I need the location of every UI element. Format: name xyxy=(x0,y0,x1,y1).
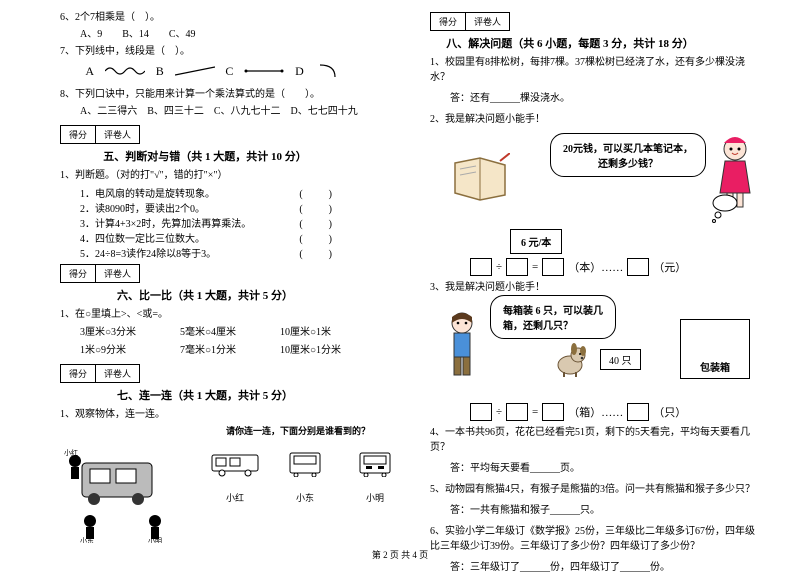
line-options: A B C D xyxy=(80,63,360,79)
segment-c-icon xyxy=(244,65,284,77)
blank-box xyxy=(542,258,564,276)
price-label: 6 元/本 xyxy=(510,229,562,254)
blank-box xyxy=(542,403,564,421)
score-box-8: 得分 评卷人 xyxy=(430,12,510,31)
van-views: 小红 小东 小明 xyxy=(210,443,400,504)
worksheet-page: 6、2个7相乘是（ ）。 A、9 B、14 C、49 7、下列线中，线段是（ ）… xyxy=(0,0,800,545)
boy-icon xyxy=(440,309,484,379)
opt-a: A xyxy=(85,64,94,79)
score-label: 得分 xyxy=(61,265,96,282)
speech-bubble-2: 每箱装 6 只，可以装几 箱，还剩几只？ xyxy=(490,295,616,339)
formula-1: ÷ = （本）…… （元） xyxy=(430,258,760,276)
question-6: 6、2个7相乘是（ ）。 xyxy=(60,10,400,25)
problem-2: 2、我是解决问题小能手！ xyxy=(430,112,760,127)
question-6-options: A、9 B、14 C、49 xyxy=(60,27,400,42)
section-8-title: 八、解决问题（共 6 小题，每题 3 分，共计 18 分） xyxy=(430,35,710,51)
connect-hint: 请你连一连，下面分别是谁看到的？ xyxy=(60,424,400,437)
score-box-7: 得分 评卷人 xyxy=(60,364,140,383)
left-column: 6、2个7相乘是（ ）。 A、9 B、14 C、49 7、下列线中，线段是（ ）… xyxy=(50,8,410,545)
svg-text:小红: 小红 xyxy=(64,448,78,457)
van-front-icon xyxy=(350,451,400,477)
observe-intro: 1、观察物体，连一连。 xyxy=(60,407,400,422)
question-8: 8、下列口诀中，只能用来计算一个乘法算式的是（ ）。 xyxy=(60,87,400,102)
tf-list: 1．电风扇的转动是旋转现象。( ) 2．读8090时，要读出2个0。( ) 3．… xyxy=(60,185,400,260)
tf-1: 1．电风扇的转动是旋转现象。( ) xyxy=(80,185,400,200)
score-box-5: 得分 评卷人 xyxy=(60,125,140,144)
blank-box xyxy=(506,403,528,421)
question-8-options: A、二三得六 B、四三十二 C、八九七十二 D、七七四十九 xyxy=(60,104,400,119)
tf-5: 5．24÷8=3读作24除以8等于3。( ) xyxy=(80,245,400,260)
dog-scene: 每箱装 6 只，可以装几 箱，还剩几只？ 40 只 包装箱 xyxy=(430,299,760,399)
blank-box xyxy=(506,258,528,276)
van-view-2: 小东 xyxy=(280,451,330,504)
tf-3: 3．计算4+3×2时，先算加法再算乘法。( ) xyxy=(80,215,400,230)
grader-label: 评卷人 xyxy=(96,365,139,382)
page-footer: 第 2 页 共 4 页 xyxy=(0,548,800,561)
answer-4: 答：平均每天要看______页。 xyxy=(430,459,760,474)
opt-d: D xyxy=(295,64,304,79)
grader-label: 评卷人 xyxy=(96,265,139,282)
scene-icon: 小红 小东 小明 xyxy=(60,443,190,543)
score-box-6: 得分 评卷人 xyxy=(60,264,140,283)
speech-bubble-1: 20元钱，可以买几本笔记本， 还剩多少钱？ xyxy=(550,133,706,177)
question-7: 7、下列线中，线段是（ ）。 xyxy=(60,44,400,59)
formula-2: ÷ = （箱）…… （只） xyxy=(430,403,760,421)
problem-5: 5、动物园有熊猫4只，有猴子是熊猫的3倍。问一共有熊猫和猴子多少只？ xyxy=(430,482,760,497)
score-label: 得分 xyxy=(431,13,466,30)
package-box: 包装箱 xyxy=(680,319,750,379)
van-view-3: 小明 xyxy=(350,451,400,504)
compare-grid: 3厘米○3分米5毫米○4厘米10厘米○1米 1米○9分米7毫米○1分米10厘米○… xyxy=(60,324,400,360)
tf-intro: 1、判断题。（对的打"√"，错的打"×"） xyxy=(60,168,400,183)
thought-bubble-icon xyxy=(710,193,740,223)
section-5-title: 五、判断对与错（共 1 大题，共计 10 分） xyxy=(60,148,350,164)
blank-box xyxy=(470,258,492,276)
compare-intro: 1、在○里填上>、<或=。 xyxy=(60,307,400,322)
problem-4: 4、一本书共96页，花花已经看完51页，剩下的5天看完，平均每天要看几页？ xyxy=(430,425,760,455)
answer-1: 答：还有______棵没浇水。 xyxy=(430,89,760,104)
squiggle-a-icon xyxy=(105,65,145,77)
score-label: 得分 xyxy=(61,126,96,143)
dog-icon xyxy=(550,339,590,379)
grader-label: 评卷人 xyxy=(466,13,509,30)
opt-c: C xyxy=(225,64,233,79)
svg-text:小明: 小明 xyxy=(148,536,162,543)
blank-box xyxy=(627,403,649,421)
dog-count-label: 40 只 xyxy=(600,349,641,370)
van-back-icon xyxy=(280,451,330,477)
blank-box xyxy=(470,403,492,421)
score-label: 得分 xyxy=(61,365,96,382)
opt-b: B xyxy=(156,64,164,79)
curve-d-icon xyxy=(315,63,355,79)
van-side-icon xyxy=(210,451,260,477)
section-6-title: 六、比一比（共 1 大题，共计 5 分） xyxy=(60,287,350,303)
tf-4: 4．四位数一定比三位数大。( ) xyxy=(80,230,400,245)
notebook-icon xyxy=(450,153,510,203)
right-column: 得分 评卷人 八、解决问题（共 6 小题，每题 3 分，共计 18 分） 1、校… xyxy=(410,8,770,545)
problem-3: 3、我是解决问题小能手！ xyxy=(430,280,760,295)
tf-2: 2．读8090时，要读出2个0。( ) xyxy=(80,200,400,215)
problem-1: 1、校园里有8排松树，每排7棵。37棵松树已经浇了水，还有多少棵没浇水？ xyxy=(430,55,760,85)
answer-5: 答：一共有熊猫和猴子______只。 xyxy=(430,501,760,516)
notebook-scene: 20元钱，可以买几本笔记本， 还剩多少钱？ xyxy=(430,133,760,223)
blank-box xyxy=(627,258,649,276)
line-b-icon xyxy=(175,65,215,77)
van-view-1: 小红 xyxy=(210,451,260,504)
observation-illustration: 小红 小东 小明 小红 小东 小明 xyxy=(60,443,400,543)
section-7-title: 七、连一连（共 1 大题，共计 5 分） xyxy=(60,387,350,403)
svg-text:小东: 小东 xyxy=(80,536,94,543)
grader-label: 评卷人 xyxy=(96,126,139,143)
